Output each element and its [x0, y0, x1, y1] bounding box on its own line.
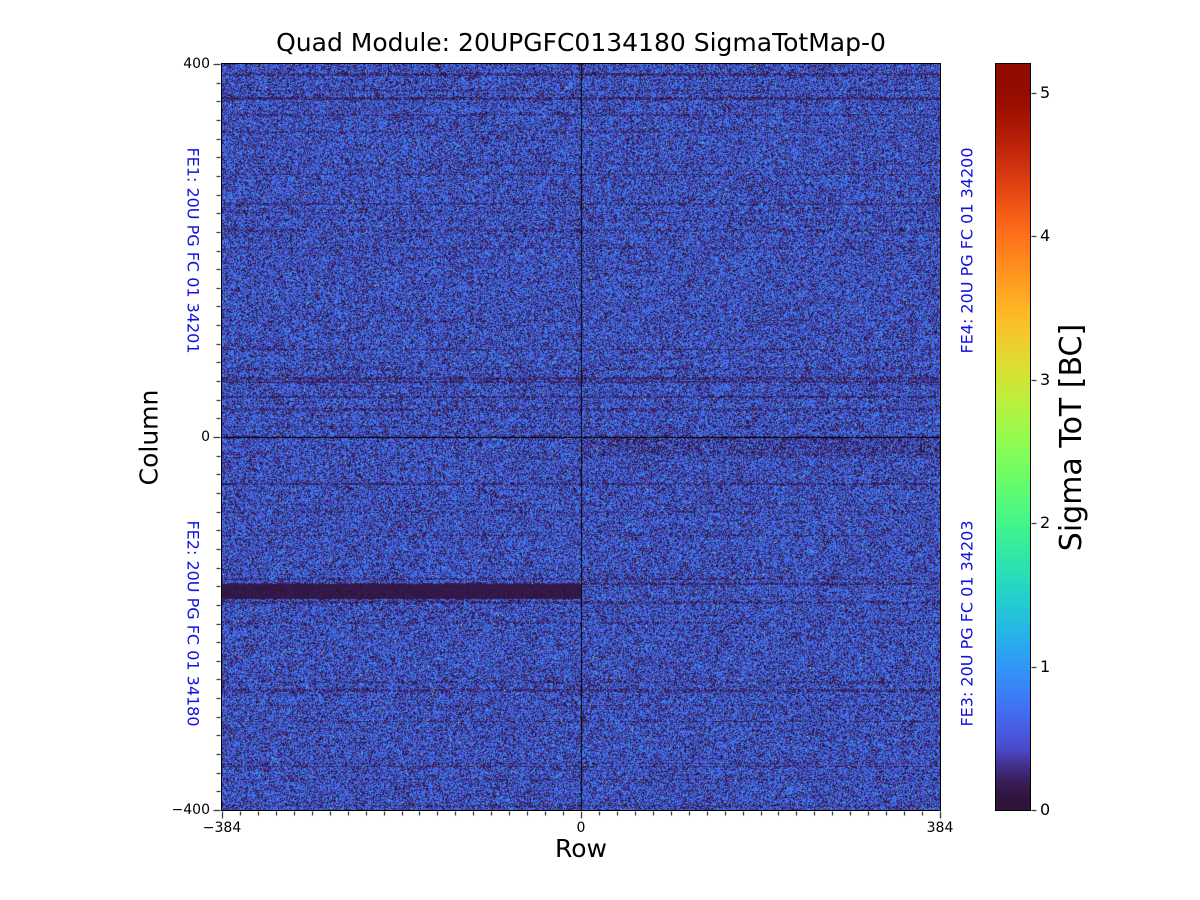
fe1-chip-label: FE1: 20U PG FC 01 34201 — [183, 147, 203, 354]
fe3-chip-label: FE3: 20U PG FC 01 34203 — [957, 520, 977, 727]
colorbar — [995, 63, 1031, 811]
colorbar-tick-label: 3 — [1040, 370, 1051, 389]
y-tick-label: 400 — [183, 56, 210, 72]
heatmap-canvas — [222, 64, 940, 810]
colorbar-label: Sigma ToT [BC] — [1054, 323, 1090, 551]
colorbar-label-wrap: Sigma ToT [BC] — [1040, 64, 1104, 810]
colorbar-tick-label: 2 — [1040, 513, 1051, 532]
heatmap-plot-area — [221, 63, 941, 811]
x-axis-label: Row — [555, 834, 607, 863]
fe2-chip-label: FE2: 20U PG FC 01 34180 — [183, 520, 203, 727]
y-tick-label: −400 — [171, 802, 210, 818]
fe4-chip-label: FE4: 20U PG FC 01 34200 — [957, 147, 977, 354]
plot-title: Quad Module: 20UPGFC0134180 SigmaTotMap-… — [276, 28, 886, 57]
colorbar-canvas — [996, 64, 1030, 810]
colorbar-tick-label: 5 — [1040, 83, 1051, 102]
x-tick-label: 384 — [926, 820, 954, 836]
colorbar-tick-label: 4 — [1040, 226, 1051, 245]
x-tick-label: −384 — [202, 820, 242, 836]
x-tick-label: 0 — [576, 820, 586, 836]
y-tick-label: 0 — [201, 429, 210, 445]
colorbar-tick-label: 1 — [1040, 657, 1051, 676]
colorbar-tick-label: 0 — [1040, 800, 1051, 819]
